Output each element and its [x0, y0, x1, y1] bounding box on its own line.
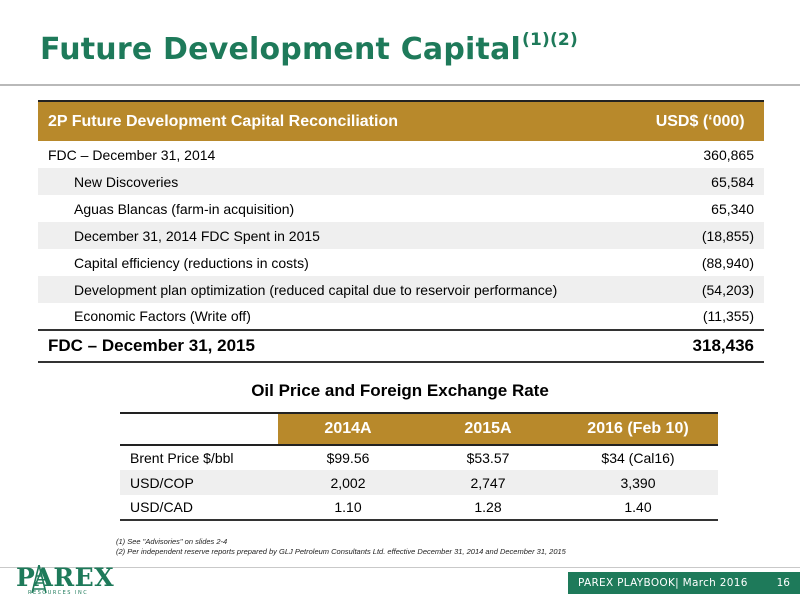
- table-cell: 2,747: [418, 470, 558, 495]
- row-value: 65,340: [711, 200, 754, 217]
- table-header-row: 2P Future Development Capital Reconcilia…: [38, 100, 764, 141]
- footer-divider: [0, 567, 800, 568]
- header-corner-cell: [120, 412, 278, 446]
- table-cell: 3,390: [558, 470, 718, 495]
- row-label: Brent Price $/bbl: [130, 450, 234, 466]
- row-label: USD/CAD: [120, 495, 278, 521]
- table-cell: $34 (Cal16): [601, 450, 675, 466]
- table-header-row: 2014A 2015A 2016 (Feb 10): [120, 412, 718, 446]
- footer-bar: PAREX PLAYBOOK| March 2016 16: [568, 572, 800, 594]
- table-cell: $99.56: [326, 450, 370, 466]
- column-header: 2015A: [418, 412, 558, 446]
- logo-wordmark: PAREX: [16, 563, 115, 592]
- row-label: New Discoveries: [38, 168, 637, 195]
- row-label: Aguas Blancas (farm-in acquisition): [74, 200, 295, 217]
- table-row: Economic Factors (Write off) (11,355): [38, 303, 764, 330]
- column-header: 2016 (Feb 10): [558, 412, 718, 446]
- oil-derrick-icon: [31, 565, 47, 593]
- oil-price-fx-table: 2014A 2015A 2016 (Feb 10) Brent Price $/…: [120, 412, 718, 521]
- logo-subtitle: RESOURCES INC: [28, 590, 89, 596]
- table-row: FDC – December 31, 2014 360,865: [38, 141, 764, 168]
- page-title-text: Future Development Capital: [40, 32, 521, 67]
- table-cell: 1.28: [418, 495, 558, 521]
- fdc-reconciliation-table: 2P Future Development Capital Reconcilia…: [38, 100, 764, 363]
- total-value: 318,436: [636, 329, 764, 363]
- section-title: Oil Price and Foreign Exchange Rate: [251, 381, 549, 400]
- row-label: FDC – December 31, 2014: [48, 146, 216, 163]
- table-row: Development plan optimization (reduced c…: [38, 276, 764, 303]
- footnote-2: (2) Per independent reserve reports prep…: [116, 547, 566, 556]
- table-row: Aguas Blancas (farm-in acquisition) 65,3…: [38, 195, 764, 222]
- parex-logo: PAREX RESOURCES INC: [10, 563, 122, 599]
- footer-text: PAREX PLAYBOOK| March 2016: [578, 577, 748, 589]
- table-row: New Discoveries 65,584: [38, 168, 764, 195]
- row-value: (54,203): [636, 276, 764, 303]
- title-footnote-marker: (1)(2): [522, 30, 578, 50]
- footnote-1: (1) See "Advisories" on slides 2-4: [116, 537, 228, 546]
- table-row: December 31, 2014 FDC Spent in 2015 (18,…: [38, 222, 764, 249]
- row-value: 65,584: [636, 168, 764, 195]
- title-divider: [0, 84, 800, 86]
- row-value: (11,355): [702, 308, 754, 324]
- table-row: USD/COP 2,002 2,747 3,390: [120, 470, 718, 495]
- table-total-row: FDC – December 31, 2015 318,436: [38, 329, 764, 363]
- row-value: 360,865: [703, 146, 754, 163]
- table-row: Capital efficiency (reductions in costs)…: [38, 249, 764, 276]
- table-cell: $53.57: [466, 450, 510, 466]
- row-label: Development plan optimization (reduced c…: [38, 276, 637, 303]
- row-label: Capital efficiency (reductions in costs): [74, 254, 309, 271]
- column-header: 2014A: [278, 412, 418, 446]
- table-cell: 2,002: [278, 470, 418, 495]
- table-cell: 1.40: [558, 495, 718, 521]
- page-title: Future Development Capital(1)(2): [40, 30, 578, 67]
- row-label: December 31, 2014 FDC Spent in 2015: [38, 222, 637, 249]
- page-number: 16: [776, 577, 790, 589]
- column-header-label: 2P Future Development Capital Reconcilia…: [38, 100, 637, 141]
- column-header-value: USD$ (‘000): [636, 100, 764, 141]
- row-value: (88,940): [701, 254, 754, 271]
- table-cell: 1.10: [278, 495, 418, 521]
- table-row: USD/CAD 1.10 1.28 1.40: [120, 495, 718, 521]
- row-label: USD/COP: [120, 470, 278, 495]
- row-value: (18,855): [636, 222, 764, 249]
- table-row: Brent Price $/bbl $99.56 $53.57 $34 (Cal…: [120, 445, 718, 470]
- total-label: FDC – December 31, 2015: [38, 329, 637, 363]
- row-label: Economic Factors (Write off): [74, 308, 251, 324]
- footnotes: (1) See "Advisories" on slides 2-4 (2) P…: [116, 537, 566, 557]
